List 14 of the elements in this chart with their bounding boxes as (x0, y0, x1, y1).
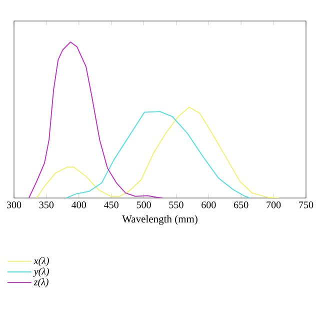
x-axis-title: Wavelength (mm) (122, 215, 198, 225)
x-tick-label: 750 (299, 202, 314, 208)
x-tick-label: 350 (39, 202, 54, 208)
legend-label: z(λ) (34, 278, 48, 288)
x-tick-label: 550 (169, 202, 184, 208)
legend-label: x(λ) (34, 257, 50, 266)
x-tick-label: 400 (72, 202, 86, 208)
x-tick-label: 650 (234, 202, 248, 208)
legend-label: y(λ) (33, 268, 50, 277)
x-tick-label: 700 (266, 202, 281, 208)
x-tick-label: 600 (202, 202, 216, 208)
x-tick-label: 300 (6, 202, 22, 208)
x-tick-label: 450 (104, 202, 118, 208)
x-tick-label: 500 (136, 202, 151, 208)
